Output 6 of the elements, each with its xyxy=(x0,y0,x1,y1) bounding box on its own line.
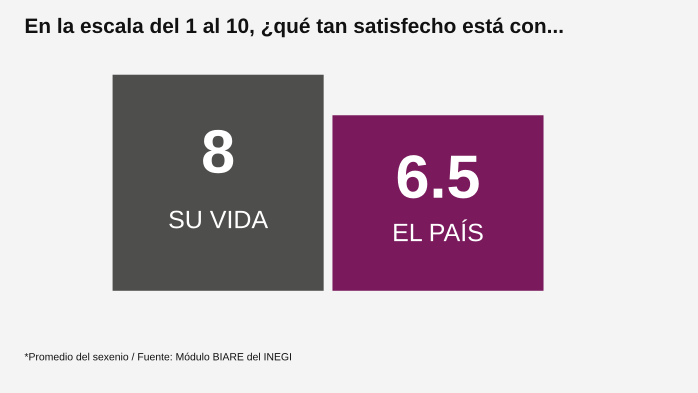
x-tick-label: EL PAÍS xyxy=(394,219,483,242)
x-tick-label: SU VIDA xyxy=(169,210,268,228)
chart-title: En la escala del 1 al 10, ¿qué tan satisfecho está con... xyxy=(26,18,563,38)
data-label: 8 xyxy=(203,130,234,174)
data-label: 6.5 xyxy=(398,155,479,198)
text: *Promedio del sexenio / Fuente: Módulo BIARE del INEGI xyxy=(24,352,291,360)
